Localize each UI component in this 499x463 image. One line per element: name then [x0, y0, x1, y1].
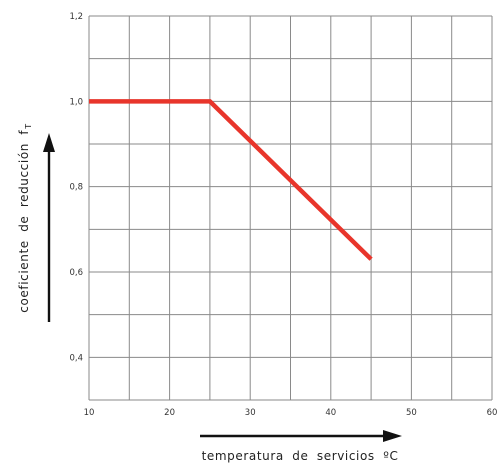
- y-tick-label: 1,0: [69, 97, 83, 107]
- y-axis-title-main: coeficiente de reducción f: [17, 130, 31, 313]
- series-line-0: [89, 99, 373, 261]
- y-axis-title-subscript: T: [24, 123, 33, 130]
- x-tick-labels: 10 20 30 40 50 60: [84, 408, 498, 418]
- x-tick-label: 30: [245, 408, 256, 418]
- x-tick-label: 20: [164, 408, 175, 418]
- x-tick-label: 50: [406, 408, 417, 418]
- series-group: [89, 99, 373, 261]
- y-axis-title: coeficiente de reducción fT: [17, 123, 33, 312]
- y-tick-label: 0,4: [69, 353, 83, 363]
- y-axis-arrow: [43, 133, 55, 322]
- x-tick-label: 10: [84, 408, 95, 418]
- y-tick-label: 0,6: [69, 268, 83, 278]
- y-tick-labels: 0,4 0,6 0,8 1,0 1,2: [69, 12, 83, 363]
- x-axis-arrow: [200, 430, 402, 442]
- x-tick-label: 60: [487, 408, 498, 418]
- x-tick-label: 40: [325, 408, 336, 418]
- plot-grid: [88, 15, 493, 401]
- y-tick-label: 1,2: [69, 12, 83, 22]
- y-tick-label: 0,8: [69, 183, 83, 193]
- x-axis-title: temperatura de servicios ºC: [202, 449, 399, 463]
